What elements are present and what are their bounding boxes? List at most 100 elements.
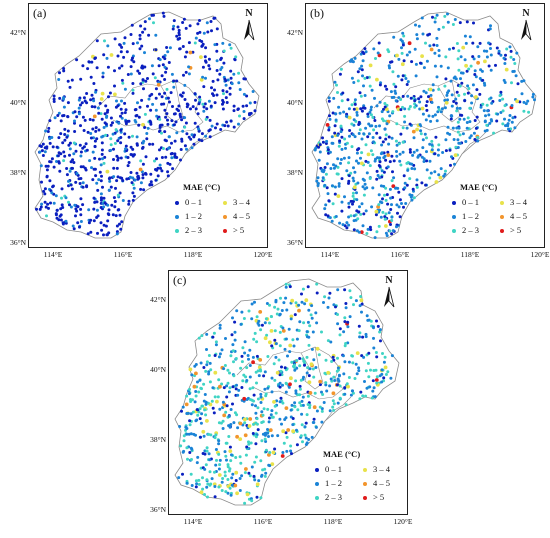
station-point <box>226 463 230 467</box>
station-point <box>173 152 177 156</box>
legend-item: 0 – 1 <box>175 197 202 207</box>
station-point <box>89 132 93 135</box>
station-point <box>435 119 439 123</box>
station-point <box>364 159 368 163</box>
station-point <box>294 391 298 395</box>
station-point <box>102 161 106 165</box>
station-point <box>301 440 304 444</box>
station-point <box>201 65 205 69</box>
station-point <box>104 104 108 108</box>
station-point <box>182 73 185 77</box>
station-point <box>345 141 349 145</box>
station-point <box>43 150 47 154</box>
lat-tick-label: 40°N <box>10 98 26 107</box>
station-point <box>154 178 158 182</box>
station-point <box>324 172 328 176</box>
station-point <box>339 130 343 134</box>
station-point <box>63 127 67 131</box>
station-point <box>324 358 328 362</box>
station-point <box>450 104 454 108</box>
station-point <box>312 405 317 410</box>
station-point <box>263 321 267 325</box>
station-point <box>44 205 48 209</box>
station-point <box>38 144 42 148</box>
station-point <box>351 194 355 198</box>
station-point <box>349 199 353 203</box>
station-point <box>65 167 69 170</box>
station-point <box>214 433 218 437</box>
station-point <box>205 419 209 423</box>
station-point <box>370 88 374 92</box>
station-point <box>57 78 61 81</box>
station-point <box>143 20 147 24</box>
station-point <box>228 445 232 449</box>
station-point <box>322 401 326 404</box>
station-point <box>202 109 206 113</box>
station-point <box>285 382 289 386</box>
station-point <box>358 67 362 71</box>
station-point <box>194 433 197 437</box>
station-point <box>397 57 401 61</box>
station-point <box>323 166 327 169</box>
station-point <box>154 96 158 100</box>
station-point <box>275 370 280 375</box>
station-point <box>338 327 342 331</box>
station-point <box>280 365 283 369</box>
station-point <box>193 41 197 45</box>
station-point <box>337 374 341 378</box>
station-point <box>446 125 450 129</box>
station-point <box>349 171 353 175</box>
station-point <box>429 119 433 123</box>
station-point <box>355 198 359 202</box>
station-point <box>389 376 393 380</box>
station-point <box>428 87 433 92</box>
station-point <box>119 128 123 132</box>
station-point <box>390 232 394 236</box>
station-point <box>457 126 461 130</box>
station-point <box>357 120 361 124</box>
station-point <box>136 175 140 179</box>
station-point <box>327 199 331 203</box>
station-point <box>367 351 371 355</box>
station-point <box>218 463 222 467</box>
station-point <box>328 150 332 154</box>
station-point <box>35 207 38 211</box>
station-point <box>329 377 333 381</box>
station-point <box>463 99 467 103</box>
station-point <box>57 136 61 140</box>
legend-label: 0 – 1 <box>185 197 202 207</box>
station-point <box>213 16 217 20</box>
station-point <box>67 143 71 147</box>
station-point <box>172 24 176 28</box>
station-point <box>383 355 387 359</box>
station-point <box>54 212 58 216</box>
station-point <box>263 431 267 435</box>
station-point <box>533 98 536 102</box>
station-point <box>186 411 190 415</box>
station-point <box>358 205 361 209</box>
station-point <box>78 143 82 147</box>
station-point <box>97 111 101 115</box>
station-point <box>531 92 535 96</box>
station-point <box>265 333 269 337</box>
station-point <box>353 197 356 201</box>
station-point <box>489 68 493 72</box>
station-point <box>113 69 116 73</box>
station-point <box>456 120 460 124</box>
station-point <box>187 135 191 139</box>
north-arrow-shape <box>521 19 532 41</box>
station-point <box>47 206 50 210</box>
station-point <box>241 104 245 108</box>
station-point <box>495 46 499 50</box>
station-point <box>356 70 360 74</box>
station-point <box>206 482 210 486</box>
station-point <box>408 150 412 154</box>
station-point <box>284 337 288 341</box>
station-point <box>464 41 468 45</box>
station-point <box>386 165 390 169</box>
station-point <box>278 313 282 317</box>
station-point <box>120 78 124 82</box>
station-point <box>150 64 154 68</box>
station-point <box>174 120 178 124</box>
station-point <box>261 420 265 424</box>
